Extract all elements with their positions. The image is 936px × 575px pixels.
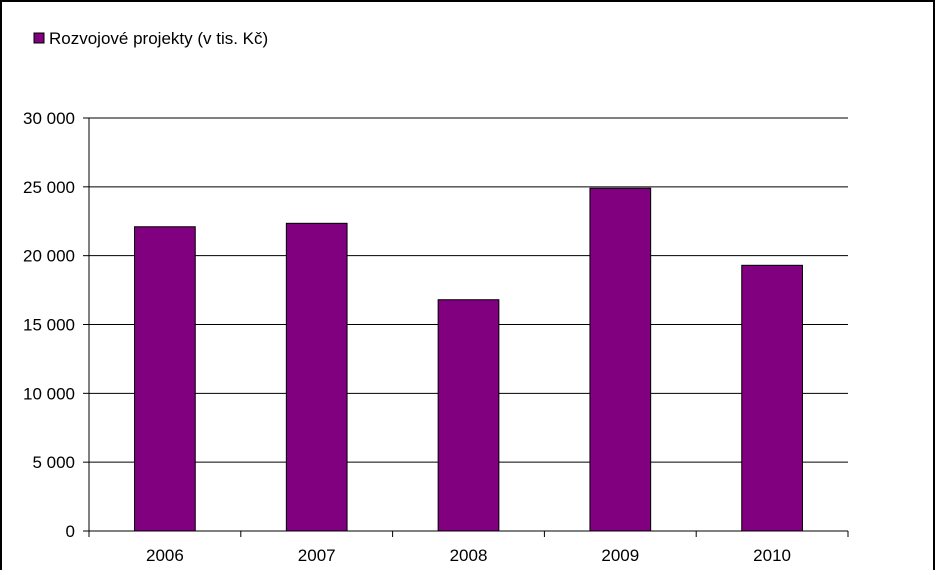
x-tick-labels: 2006 2007 2008 2009 2010	[146, 546, 791, 565]
legend: Rozvojové projekty (v tis. Kč)	[33, 29, 268, 48]
x-tick-label: 2008	[450, 546, 488, 565]
y-tick-label: 15 000	[23, 316, 75, 335]
y-tick-label: 20 000	[23, 247, 75, 266]
bar	[134, 226, 196, 532]
y-tick-label: 0	[66, 522, 75, 541]
legend-swatch	[33, 32, 45, 44]
y-tick-label: 25 000	[23, 178, 75, 197]
legend-label: Rozvojové projekty (v tis. Kč)	[49, 29, 268, 48]
y-tick-label: 30 000	[23, 109, 75, 128]
y-tick-labels: 0 5 000 10 000 15 000 20 000 25 000 30 000	[23, 109, 75, 541]
x-tick-label: 2006	[146, 546, 184, 565]
x-tick-label: 2009	[601, 546, 639, 565]
x-tick-label: 2010	[753, 546, 791, 565]
y-tick-label: 10 000	[23, 384, 75, 403]
axes	[83, 117, 849, 537]
bar	[437, 299, 500, 532]
bar	[589, 187, 652, 532]
y-tick-label: 5 000	[32, 453, 75, 472]
bar	[285, 222, 348, 532]
bar	[741, 264, 803, 532]
x-tick-label: 2007	[298, 546, 336, 565]
